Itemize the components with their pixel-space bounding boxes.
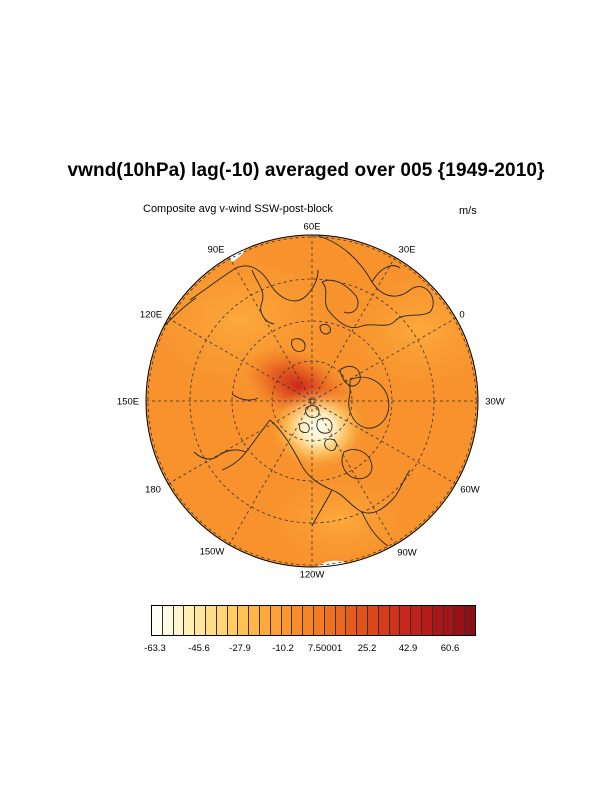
lon-label-120e: 120E bbox=[139, 309, 163, 321]
colorbar-box bbox=[454, 606, 466, 635]
units-label: m/s bbox=[459, 205, 477, 217]
colorbar-box bbox=[421, 606, 433, 635]
left-subtitle: Composite avg v-wind SSW-post-block bbox=[143, 203, 333, 215]
colorbar-box bbox=[292, 606, 304, 635]
lon-label-120w: 120W bbox=[299, 569, 325, 581]
colorbar-label: 60.6 bbox=[440, 643, 460, 654]
meridian-150w-30e bbox=[228, 256, 396, 546]
meridian-90e-90w bbox=[228, 256, 396, 546]
lon-label-60e: 60E bbox=[303, 221, 321, 233]
colorbar bbox=[151, 605, 476, 636]
colorbar-box bbox=[346, 606, 358, 635]
colorbar-box bbox=[259, 606, 271, 635]
plot-title: vwnd(10hPa) lag(-10) averaged over 005 {… bbox=[67, 160, 545, 181]
colorbar-box bbox=[173, 606, 185, 635]
lon-label-30w: 30W bbox=[485, 396, 505, 408]
colorbar-box bbox=[238, 606, 250, 635]
colorbar-label: 25.2 bbox=[357, 643, 377, 654]
lon-label-90e: 90E bbox=[207, 244, 225, 256]
map-boundary bbox=[145, 234, 479, 568]
colorbar-box bbox=[270, 606, 282, 635]
colorbar-label: -63.3 bbox=[144, 643, 166, 654]
colorbar-box bbox=[367, 606, 379, 635]
meridian-180-0 bbox=[167, 317, 457, 485]
graticule bbox=[146, 235, 478, 567]
lon-label-180: 180 bbox=[145, 484, 161, 496]
colorbar-box bbox=[227, 606, 239, 635]
colorbar-label: 7.50001 bbox=[307, 643, 343, 654]
colorbar-box bbox=[324, 606, 336, 635]
colorbar-label: -27.9 bbox=[229, 643, 251, 654]
colorbar-box bbox=[432, 606, 444, 635]
colorbar-box bbox=[184, 606, 196, 635]
colorbar-label: -45.6 bbox=[188, 643, 210, 654]
colorbar-box bbox=[465, 606, 475, 635]
colorbar-box bbox=[195, 606, 206, 635]
lon-label-150w: 150W bbox=[199, 546, 225, 558]
lon-label-0: 0 bbox=[459, 309, 465, 321]
colorbar-box bbox=[400, 606, 412, 635]
colorbar-box bbox=[335, 606, 347, 635]
colorbar-box bbox=[443, 606, 455, 635]
colorbar-box bbox=[152, 606, 163, 635]
lon-label-60w: 60W bbox=[460, 484, 480, 496]
colorbar-box bbox=[205, 606, 217, 635]
meridian-120e-60w bbox=[167, 317, 457, 485]
colorbar-box bbox=[313, 606, 325, 635]
colorbar-box bbox=[378, 606, 390, 635]
colorbar-box bbox=[249, 606, 260, 635]
colorbar-box bbox=[303, 606, 314, 635]
colorbar-label: 42.9 bbox=[398, 643, 418, 654]
lon-label-90w: 90W bbox=[397, 547, 417, 559]
colorbar-box bbox=[389, 606, 401, 635]
colorbar-box bbox=[216, 606, 228, 635]
colorbar-box bbox=[411, 606, 422, 635]
negative-wind-anomaly bbox=[270, 386, 366, 470]
weak-anomaly-east bbox=[330, 260, 478, 400]
colorbar-label: -10.2 bbox=[272, 643, 294, 654]
lon-label-150e: 150E bbox=[116, 396, 140, 408]
field-shading bbox=[146, 235, 478, 567]
colorbar-box bbox=[162, 606, 174, 635]
colorbar-box bbox=[281, 606, 293, 635]
lon-label-30e: 30E bbox=[398, 244, 416, 256]
colorbar-box bbox=[357, 606, 368, 635]
